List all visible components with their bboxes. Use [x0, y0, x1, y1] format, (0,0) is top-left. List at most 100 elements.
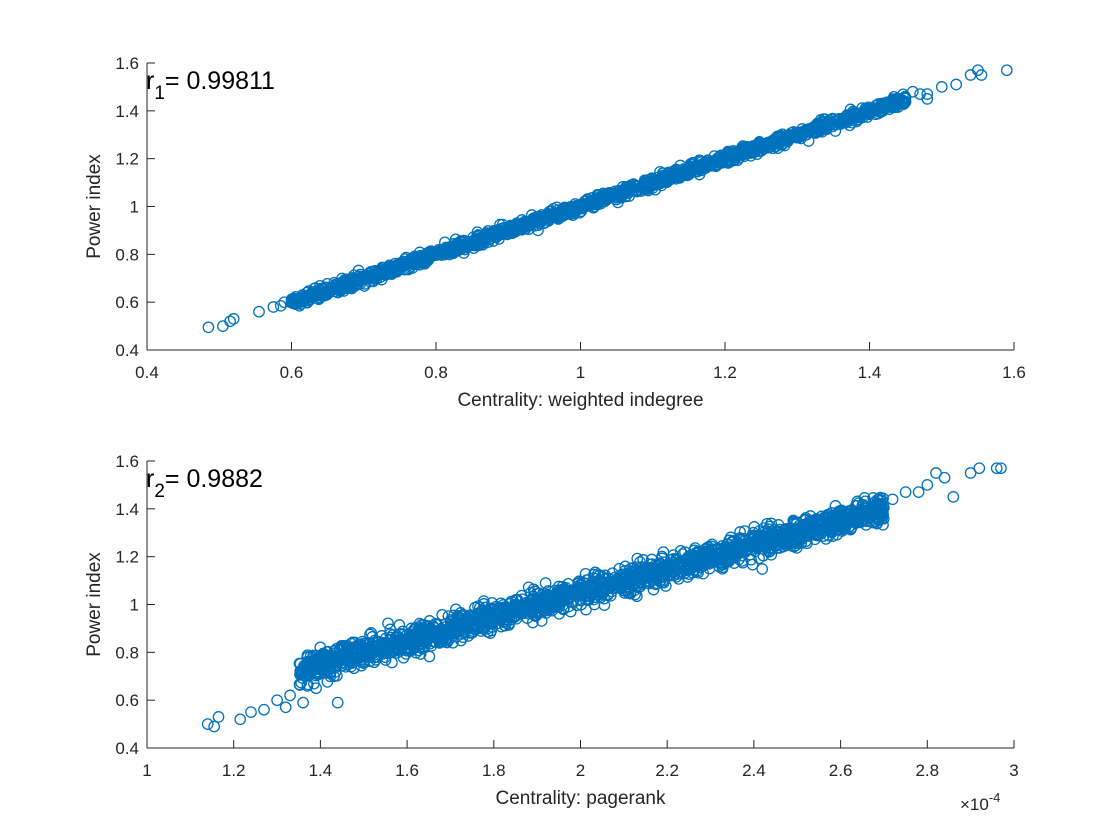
- data-point: [621, 185, 634, 197]
- data-point: [821, 508, 834, 521]
- data-point: [612, 575, 625, 587]
- data-point: [713, 556, 726, 569]
- data-point: [360, 271, 373, 284]
- data-point: [501, 225, 513, 237]
- data-point: [584, 196, 596, 209]
- data-point: [647, 583, 660, 596]
- data-points: [202, 64, 1013, 334]
- annotation-subscript: 1: [154, 83, 165, 104]
- y-tick-label: 1.2: [115, 150, 139, 169]
- data-point: [212, 711, 225, 723]
- data-point: [771, 142, 784, 154]
- data-point: [672, 559, 685, 571]
- data-point: [562, 600, 575, 613]
- data-point: [674, 544, 687, 557]
- data-point: [426, 623, 438, 636]
- data-point: [631, 552, 644, 565]
- data-point: [476, 238, 489, 251]
- data-point: [570, 201, 583, 214]
- data-point: [616, 185, 628, 197]
- data-point: [746, 146, 759, 159]
- data-point: [544, 209, 557, 221]
- data-point: [899, 91, 912, 104]
- data-point: [267, 301, 280, 313]
- data-point: [891, 92, 904, 105]
- data-point: [287, 293, 300, 306]
- data-point: [294, 665, 307, 677]
- x-tick-label: 1.4: [309, 761, 333, 780]
- data-point: [947, 491, 960, 503]
- data-point: [284, 689, 296, 702]
- data-point: [598, 592, 611, 605]
- x-tick-label: 2.6: [829, 761, 853, 780]
- data-point: [421, 251, 434, 264]
- data-point: [463, 239, 476, 251]
- data-point: [786, 131, 798, 144]
- data-point: [335, 653, 348, 666]
- data-point: [630, 590, 643, 603]
- data-point: [975, 69, 988, 81]
- x-tick-label: 1.8: [482, 761, 506, 780]
- data-point: [404, 633, 417, 646]
- data-point: [309, 287, 321, 299]
- data-point: [433, 635, 446, 648]
- data-point: [304, 288, 317, 301]
- data-point: [757, 537, 769, 549]
- data-point: [505, 609, 517, 621]
- data-point: [201, 718, 214, 730]
- data-point: [772, 135, 785, 148]
- exponent-power: -4: [989, 790, 1001, 805]
- x-tick-label: 1.6: [1002, 363, 1026, 382]
- data-point: [766, 525, 778, 538]
- data-point: [601, 191, 614, 203]
- data-points: [201, 462, 1007, 733]
- data-point: [473, 235, 485, 247]
- data-point: [382, 617, 394, 630]
- y-tick-label: 0.6: [115, 293, 139, 312]
- data-point: [301, 651, 313, 664]
- data-point: [837, 112, 849, 125]
- x-tick-label: 2.8: [915, 761, 939, 780]
- data-point: [771, 535, 783, 548]
- data-point: [676, 548, 689, 560]
- data-point: [722, 157, 734, 169]
- data-point: [652, 563, 665, 575]
- data-point: [699, 162, 712, 174]
- y-tick-label: 0.6: [115, 691, 139, 710]
- data-point: [713, 151, 725, 164]
- y-tick-label: 0.4: [115, 739, 139, 758]
- data-point: [335, 277, 348, 289]
- data-point: [748, 521, 761, 533]
- data-point: [519, 215, 531, 228]
- data-point: [670, 164, 683, 177]
- y-tick-label: 1.6: [115, 452, 139, 471]
- data-point: [654, 557, 666, 569]
- x-tick-label: 1.2: [713, 363, 737, 382]
- data-point: [336, 652, 349, 665]
- data-point: [422, 630, 435, 643]
- data-point: [491, 603, 503, 615]
- data-point: [699, 555, 712, 568]
- data-point: [964, 69, 977, 81]
- data-point: [964, 467, 977, 479]
- data-point: [508, 611, 520, 624]
- data-point: [814, 517, 827, 529]
- data-point: [296, 672, 309, 684]
- data-point: [804, 510, 817, 522]
- data-point: [400, 258, 413, 271]
- exponent-base: ×10: [960, 795, 989, 814]
- data-point: [385, 264, 398, 277]
- data-point: [588, 586, 601, 599]
- data-point: [578, 577, 591, 589]
- data-point: [401, 256, 414, 269]
- data-point: [580, 580, 593, 592]
- data-point: [640, 180, 653, 193]
- data-point: [308, 677, 320, 690]
- data-point: [414, 628, 427, 641]
- data-point: [973, 462, 986, 475]
- data-point: [411, 635, 423, 648]
- y-tick-label: 1: [130, 198, 139, 217]
- data-point: [873, 493, 885, 505]
- data-point: [688, 558, 701, 571]
- data-point: [779, 523, 792, 535]
